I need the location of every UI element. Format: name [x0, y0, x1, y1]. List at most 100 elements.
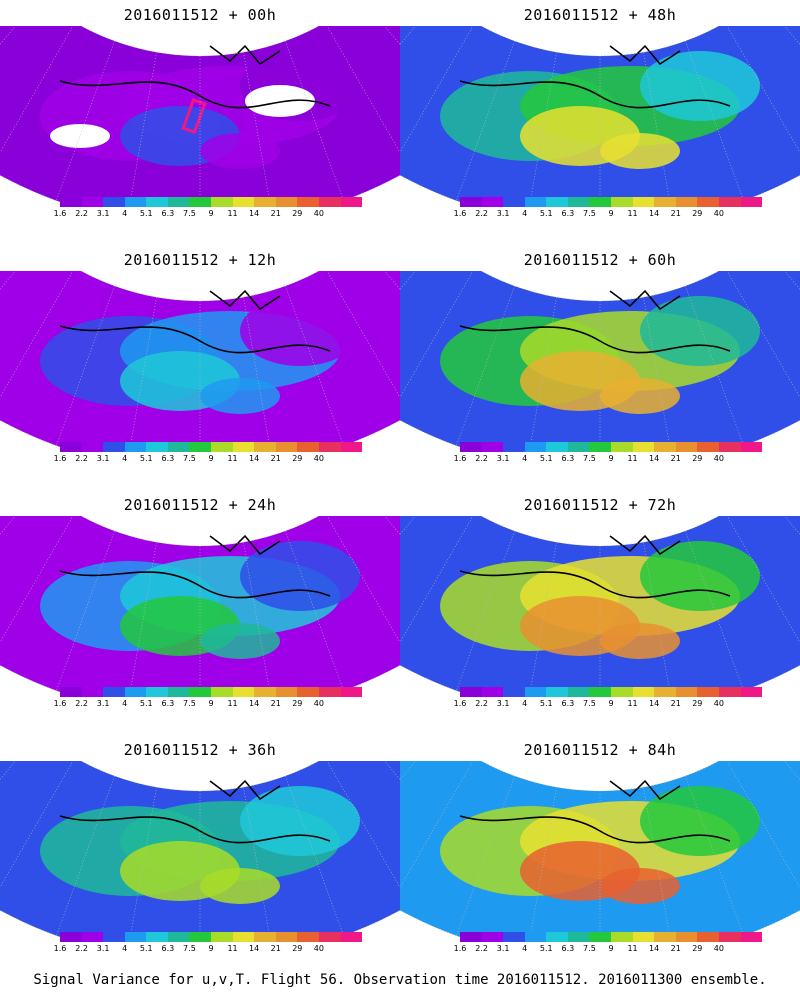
colorbar-swatch [567, 932, 590, 942]
colorbar-tick-label: 3.1 [96, 454, 110, 463]
colorbar-tick-label: 11 [627, 699, 638, 708]
colorbar-tick-label: 21 [270, 454, 281, 463]
colorbar-tick-label: 14 [249, 209, 260, 218]
colorbar [460, 442, 763, 452]
colorbar-tick-label: 29 [692, 699, 703, 708]
colorbar-swatch [611, 442, 633, 452]
colorbar-swatch [524, 687, 547, 697]
colorbar-tick-label: 9 [608, 209, 614, 218]
colorbar-swatch [460, 442, 482, 452]
colorbar-tick-label: 1.6 [53, 209, 67, 218]
colorbar-swatch [146, 197, 168, 207]
colorbar-tick-label: 29 [692, 944, 703, 953]
colorbar-swatch [697, 932, 719, 942]
forecast-panel: 2016011512 + 48h 1.6 2.2 3.1 4 5.1 6.3 7.5 9 11 14… [400, 0, 800, 245]
colorbar-swatch [81, 442, 104, 452]
colorbar-swatch [675, 687, 698, 697]
colorbar-tick-label: 11 [227, 454, 238, 463]
colorbar-tick-label: 7.5 [183, 944, 196, 953]
colorbar-swatch [460, 687, 482, 697]
colorbar-ticks: 1.6 2.2 3.1 4 5.1 6.3 7.5 9 11 14 21 29 40 [454, 699, 762, 711]
colorbar-swatch [211, 687, 233, 697]
forecast-panel: 2016011512 + 60h 1.6 2.2 3.1 4 5.1 6.3 7.5 9 11 14… [400, 245, 800, 490]
colorbar-swatch [254, 442, 276, 452]
colorbar-swatch [481, 932, 504, 942]
colorbar-tick-label: 6.3 [561, 454, 575, 463]
colorbar-tick-label: 7.5 [183, 699, 196, 708]
colorbar-tick-label: 29 [292, 209, 303, 218]
colorbar-swatch [211, 932, 233, 942]
panel-title: 2016011512 + 60h [523, 251, 677, 269]
colorbar-swatch [60, 932, 82, 942]
colorbar-swatch [654, 197, 676, 207]
colorbar-swatch [718, 442, 741, 452]
colorbar-tick-label: 3.1 [496, 699, 510, 708]
colorbar-swatch [611, 197, 633, 207]
colorbar-tick-label: 9 [208, 454, 214, 463]
colorbar [460, 932, 763, 942]
colorbar-tick-label: 7.5 [583, 944, 596, 953]
colorbar-tick-label: 2.2 [475, 454, 488, 463]
colorbar-swatch [167, 932, 190, 942]
colorbar-swatch [167, 197, 190, 207]
colorbar-tick-label: 9 [208, 699, 214, 708]
colorbar-tick-label: 6.3 [161, 944, 175, 953]
panel-title: 2016011512 + 48h [523, 6, 677, 24]
colorbar-swatch [103, 442, 125, 452]
colorbar-swatch [632, 442, 655, 452]
colorbar-swatch [567, 197, 590, 207]
colorbar-tick-label: 1.6 [453, 209, 467, 218]
colorbar-tick-label: 14 [249, 944, 260, 953]
colorbar [60, 932, 363, 942]
colorbar-swatch [697, 687, 719, 697]
colorbar-tick-label: 21 [270, 209, 281, 218]
colorbar-swatch [103, 687, 125, 697]
colorbar-ticks: 1.6 2.2 3.1 4 5.1 6.3 7.5 9 11 14 21 29 40 [454, 209, 762, 221]
colorbar-swatch [275, 932, 298, 942]
colorbar-tick-label: 11 [627, 209, 638, 218]
colorbar-swatch [297, 442, 319, 452]
colorbar-tick-label: 14 [649, 699, 660, 708]
colorbar-tick-label: 11 [627, 944, 638, 953]
colorbar [60, 442, 363, 452]
colorbar-tick-label: 4 [522, 454, 528, 463]
colorbar-tick-label: 11 [627, 454, 638, 463]
colorbar-swatch [611, 687, 633, 697]
colorbar-swatch [60, 197, 82, 207]
colorbar-ticks: 1.6 2.2 3.1 4 5.1 6.3 7.5 9 11 14 21 29 40 [54, 699, 362, 711]
colorbar-tick-label: 4 [122, 209, 128, 218]
colorbar-tick-label: 4 [122, 454, 128, 463]
colorbar-tick-label: 40 [713, 209, 724, 218]
colorbar-tick-label: 40 [713, 699, 724, 708]
colorbar-swatch [232, 442, 255, 452]
colorbar-swatch [675, 197, 698, 207]
colorbar-tick-label: 2.2 [475, 944, 488, 953]
colorbar-swatch [589, 197, 612, 207]
colorbar-swatch [697, 442, 719, 452]
colorbar-tick-label: 6.3 [561, 944, 575, 953]
colorbar-tick-label: 7.5 [183, 209, 196, 218]
colorbar-tick-label: 1.6 [453, 699, 467, 708]
colorbar-tick-label: 1.6 [53, 699, 67, 708]
colorbar-tick-label: 21 [270, 944, 281, 953]
colorbar-swatch [740, 932, 763, 942]
colorbar-tick-label: 4 [122, 944, 128, 953]
colorbar-swatch [297, 197, 319, 207]
colorbar-tick-label: 1.6 [453, 944, 467, 953]
panel-title: 2016011512 + 36h [123, 741, 277, 759]
colorbar-swatch [546, 442, 568, 452]
colorbar-swatch [297, 932, 319, 942]
colorbar-tick-label: 9 [608, 454, 614, 463]
colorbar-swatch [124, 442, 147, 452]
colorbar-swatch [567, 687, 590, 697]
colorbar-swatch [340, 197, 363, 207]
forecast-panel: 2016011512 + 12h 1.6 2.2 3.1 4 5.1 6.3 7.5 9 11 14… [0, 245, 400, 490]
colorbar-swatch [275, 197, 298, 207]
colorbar-swatch [589, 442, 612, 452]
colorbar-swatch [167, 442, 190, 452]
colorbar-swatch [740, 197, 763, 207]
colorbar-tick-label: 3.1 [496, 454, 510, 463]
colorbar-tick-label: 6.3 [561, 699, 575, 708]
colorbar [60, 687, 363, 697]
variance-map [0, 271, 400, 451]
